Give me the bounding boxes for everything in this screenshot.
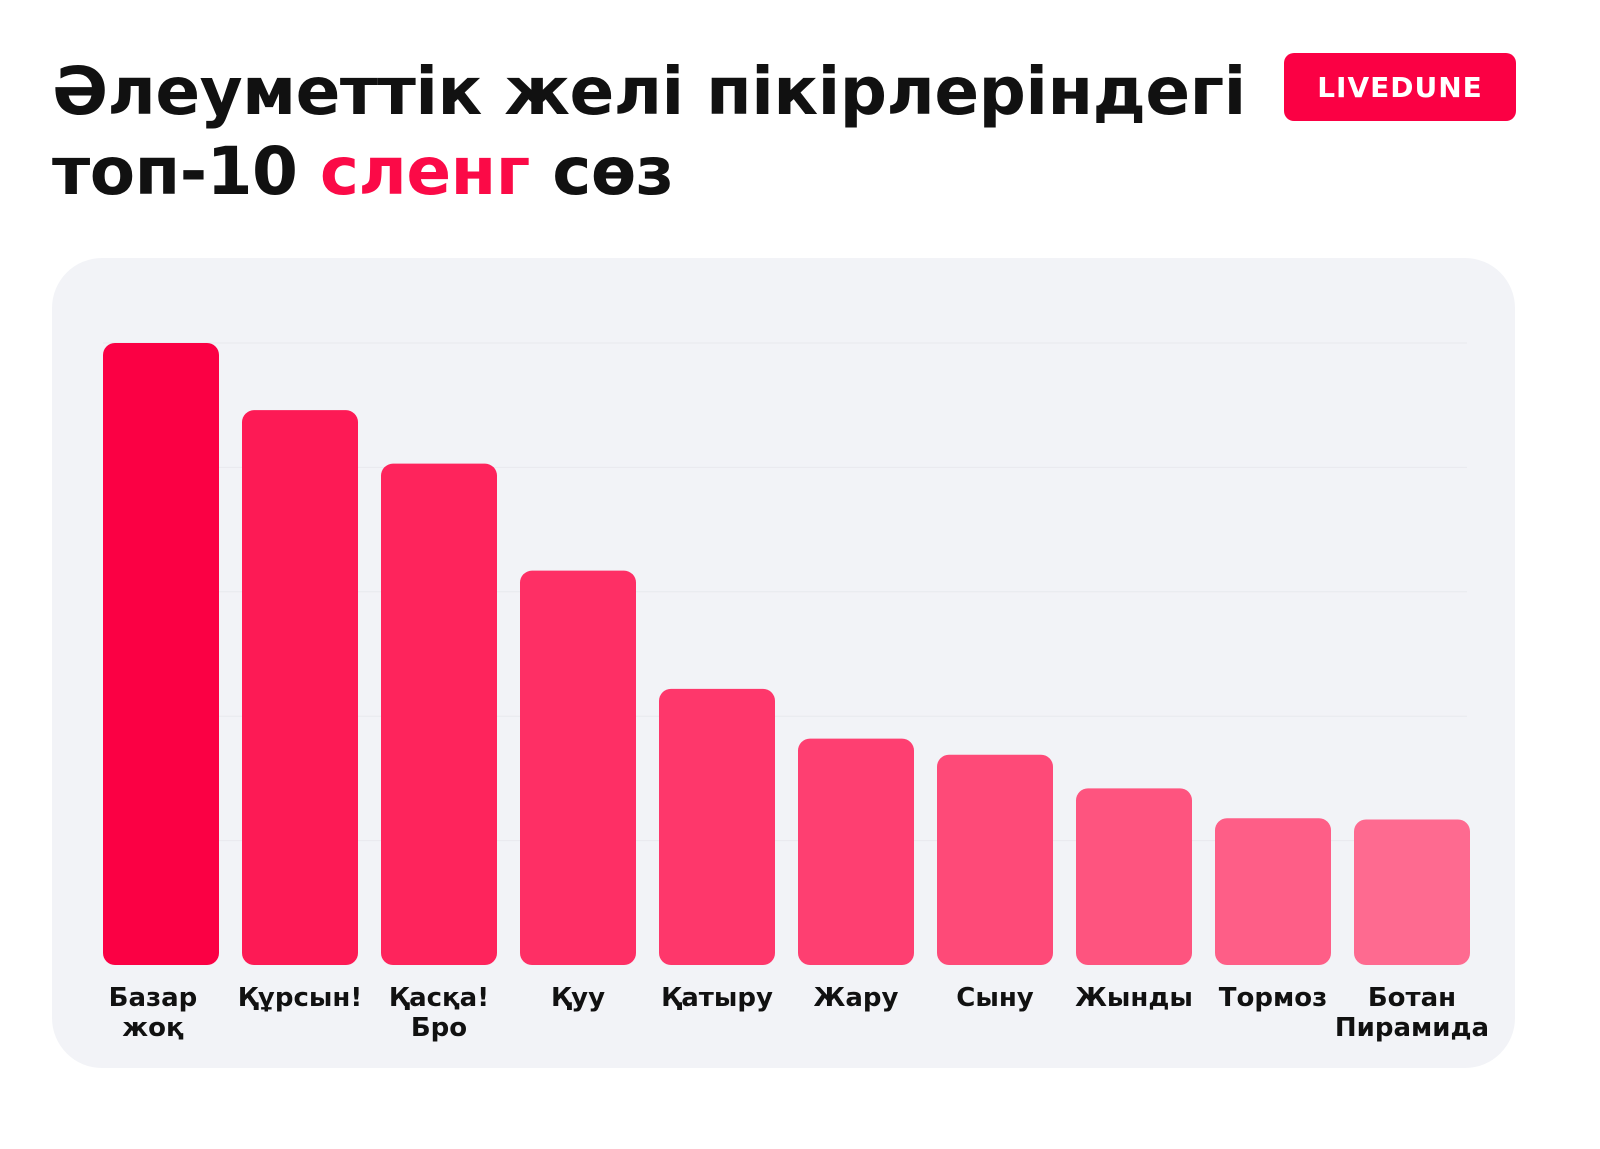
x-tick-label: Қасқа! Бро (389, 983, 489, 1043)
x-tick-label: Жару (814, 983, 899, 1013)
x-tick-label: Базар жоқ (109, 983, 198, 1043)
x-tick-label-line: Сыну (956, 983, 1034, 1013)
title-line-2: топ-10 сленг сөз (52, 132, 1246, 212)
title-accent: сленг (319, 133, 530, 210)
brand-logo: LIVEDUNE (1284, 53, 1516, 121)
title-text: топ-10 (52, 133, 320, 210)
x-tick-label: Құрсын! (238, 983, 362, 1013)
bar (798, 738, 914, 965)
bar (1215, 818, 1331, 965)
x-tick-label-line: Қатыру (661, 983, 773, 1013)
x-tick-label: Қатыру (661, 983, 773, 1013)
bar (937, 754, 1053, 965)
bar (103, 343, 219, 965)
x-tick-label: Қуу (551, 983, 605, 1013)
bar (1076, 788, 1192, 965)
x-tick-label-line: Бро (411, 1013, 467, 1043)
x-tick-label: Тормоз (1219, 983, 1327, 1013)
x-tick-label-line: жоқ (122, 1013, 184, 1043)
x-tick-label-line: Құрсын! (238, 983, 362, 1013)
title-text-end: сөз (529, 133, 674, 210)
x-tick-label-line: Қасқа! (389, 983, 489, 1013)
x-tick-label-line: Базар (109, 983, 198, 1013)
bar (242, 410, 358, 965)
title-line-1: Әлеуметтік желі пікірлеріндегі (52, 53, 1246, 130)
x-tick-label: Ботан Пирамида (1335, 983, 1489, 1043)
x-tick-label-line: Қуу (551, 983, 605, 1013)
x-tick-label-line: Пирамида (1335, 1013, 1489, 1043)
x-tick-label-line: Тормоз (1219, 983, 1327, 1013)
x-tick-label: Сыну (956, 983, 1034, 1013)
x-tick-label-line: Жынды (1075, 983, 1193, 1013)
x-tick-label: Жынды (1075, 983, 1193, 1013)
bar (381, 463, 497, 965)
bar (1354, 819, 1470, 965)
bar (659, 688, 775, 965)
x-tick-label-line: Ботан (1368, 983, 1456, 1013)
bar (520, 570, 636, 965)
page-title: Әлеуметтік желі пікірлеріндегі топ-10 сл… (52, 52, 1246, 212)
x-tick-label-line: Жару (814, 983, 899, 1013)
